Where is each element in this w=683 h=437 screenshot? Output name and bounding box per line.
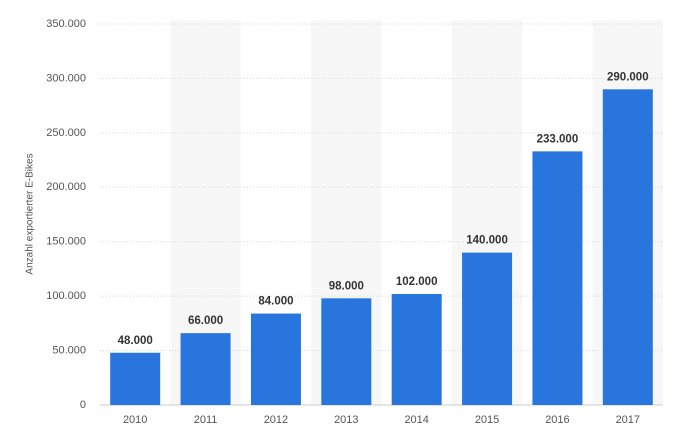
x-tick-label: 2017 xyxy=(616,414,640,426)
x-tick-label: 2011 xyxy=(194,414,218,426)
bar xyxy=(532,151,583,405)
value-label: 102.000 xyxy=(396,276,438,288)
bar xyxy=(602,89,653,406)
y-tick-label: 50.000 xyxy=(52,344,86,356)
y-axis-label: Anzahl exportierter E-Bikes xyxy=(25,153,36,274)
x-tick-label: 2013 xyxy=(334,414,358,426)
bar xyxy=(180,333,231,405)
y-tick-label: 300.000 xyxy=(46,72,86,84)
y-tick-label: 200.000 xyxy=(46,181,86,193)
x-tick-label: 2014 xyxy=(404,414,428,426)
bar xyxy=(250,313,301,405)
y-tick-label: 350.000 xyxy=(46,18,86,30)
x-tick-label: 2015 xyxy=(475,414,499,426)
value-label: 98.000 xyxy=(329,280,364,292)
value-label: 48.000 xyxy=(118,335,153,347)
value-label: 84.000 xyxy=(258,296,293,308)
y-tick-label: 150.000 xyxy=(46,236,86,248)
y-tick-label: 250.000 xyxy=(46,127,86,139)
bar xyxy=(321,298,372,405)
x-tick-label: 2012 xyxy=(264,414,288,426)
y-tick-label: 0 xyxy=(80,399,86,411)
value-label: 290.000 xyxy=(607,71,649,83)
x-tick-label: 2016 xyxy=(545,414,569,426)
value-label: 233.000 xyxy=(537,133,579,145)
bar xyxy=(391,293,442,405)
bar xyxy=(462,252,513,405)
value-label: 66.000 xyxy=(188,315,223,327)
y-tick-label: 100.000 xyxy=(46,290,86,302)
bar xyxy=(110,352,161,405)
x-tick-label: 2010 xyxy=(123,414,147,426)
value-label: 140.000 xyxy=(466,235,508,247)
